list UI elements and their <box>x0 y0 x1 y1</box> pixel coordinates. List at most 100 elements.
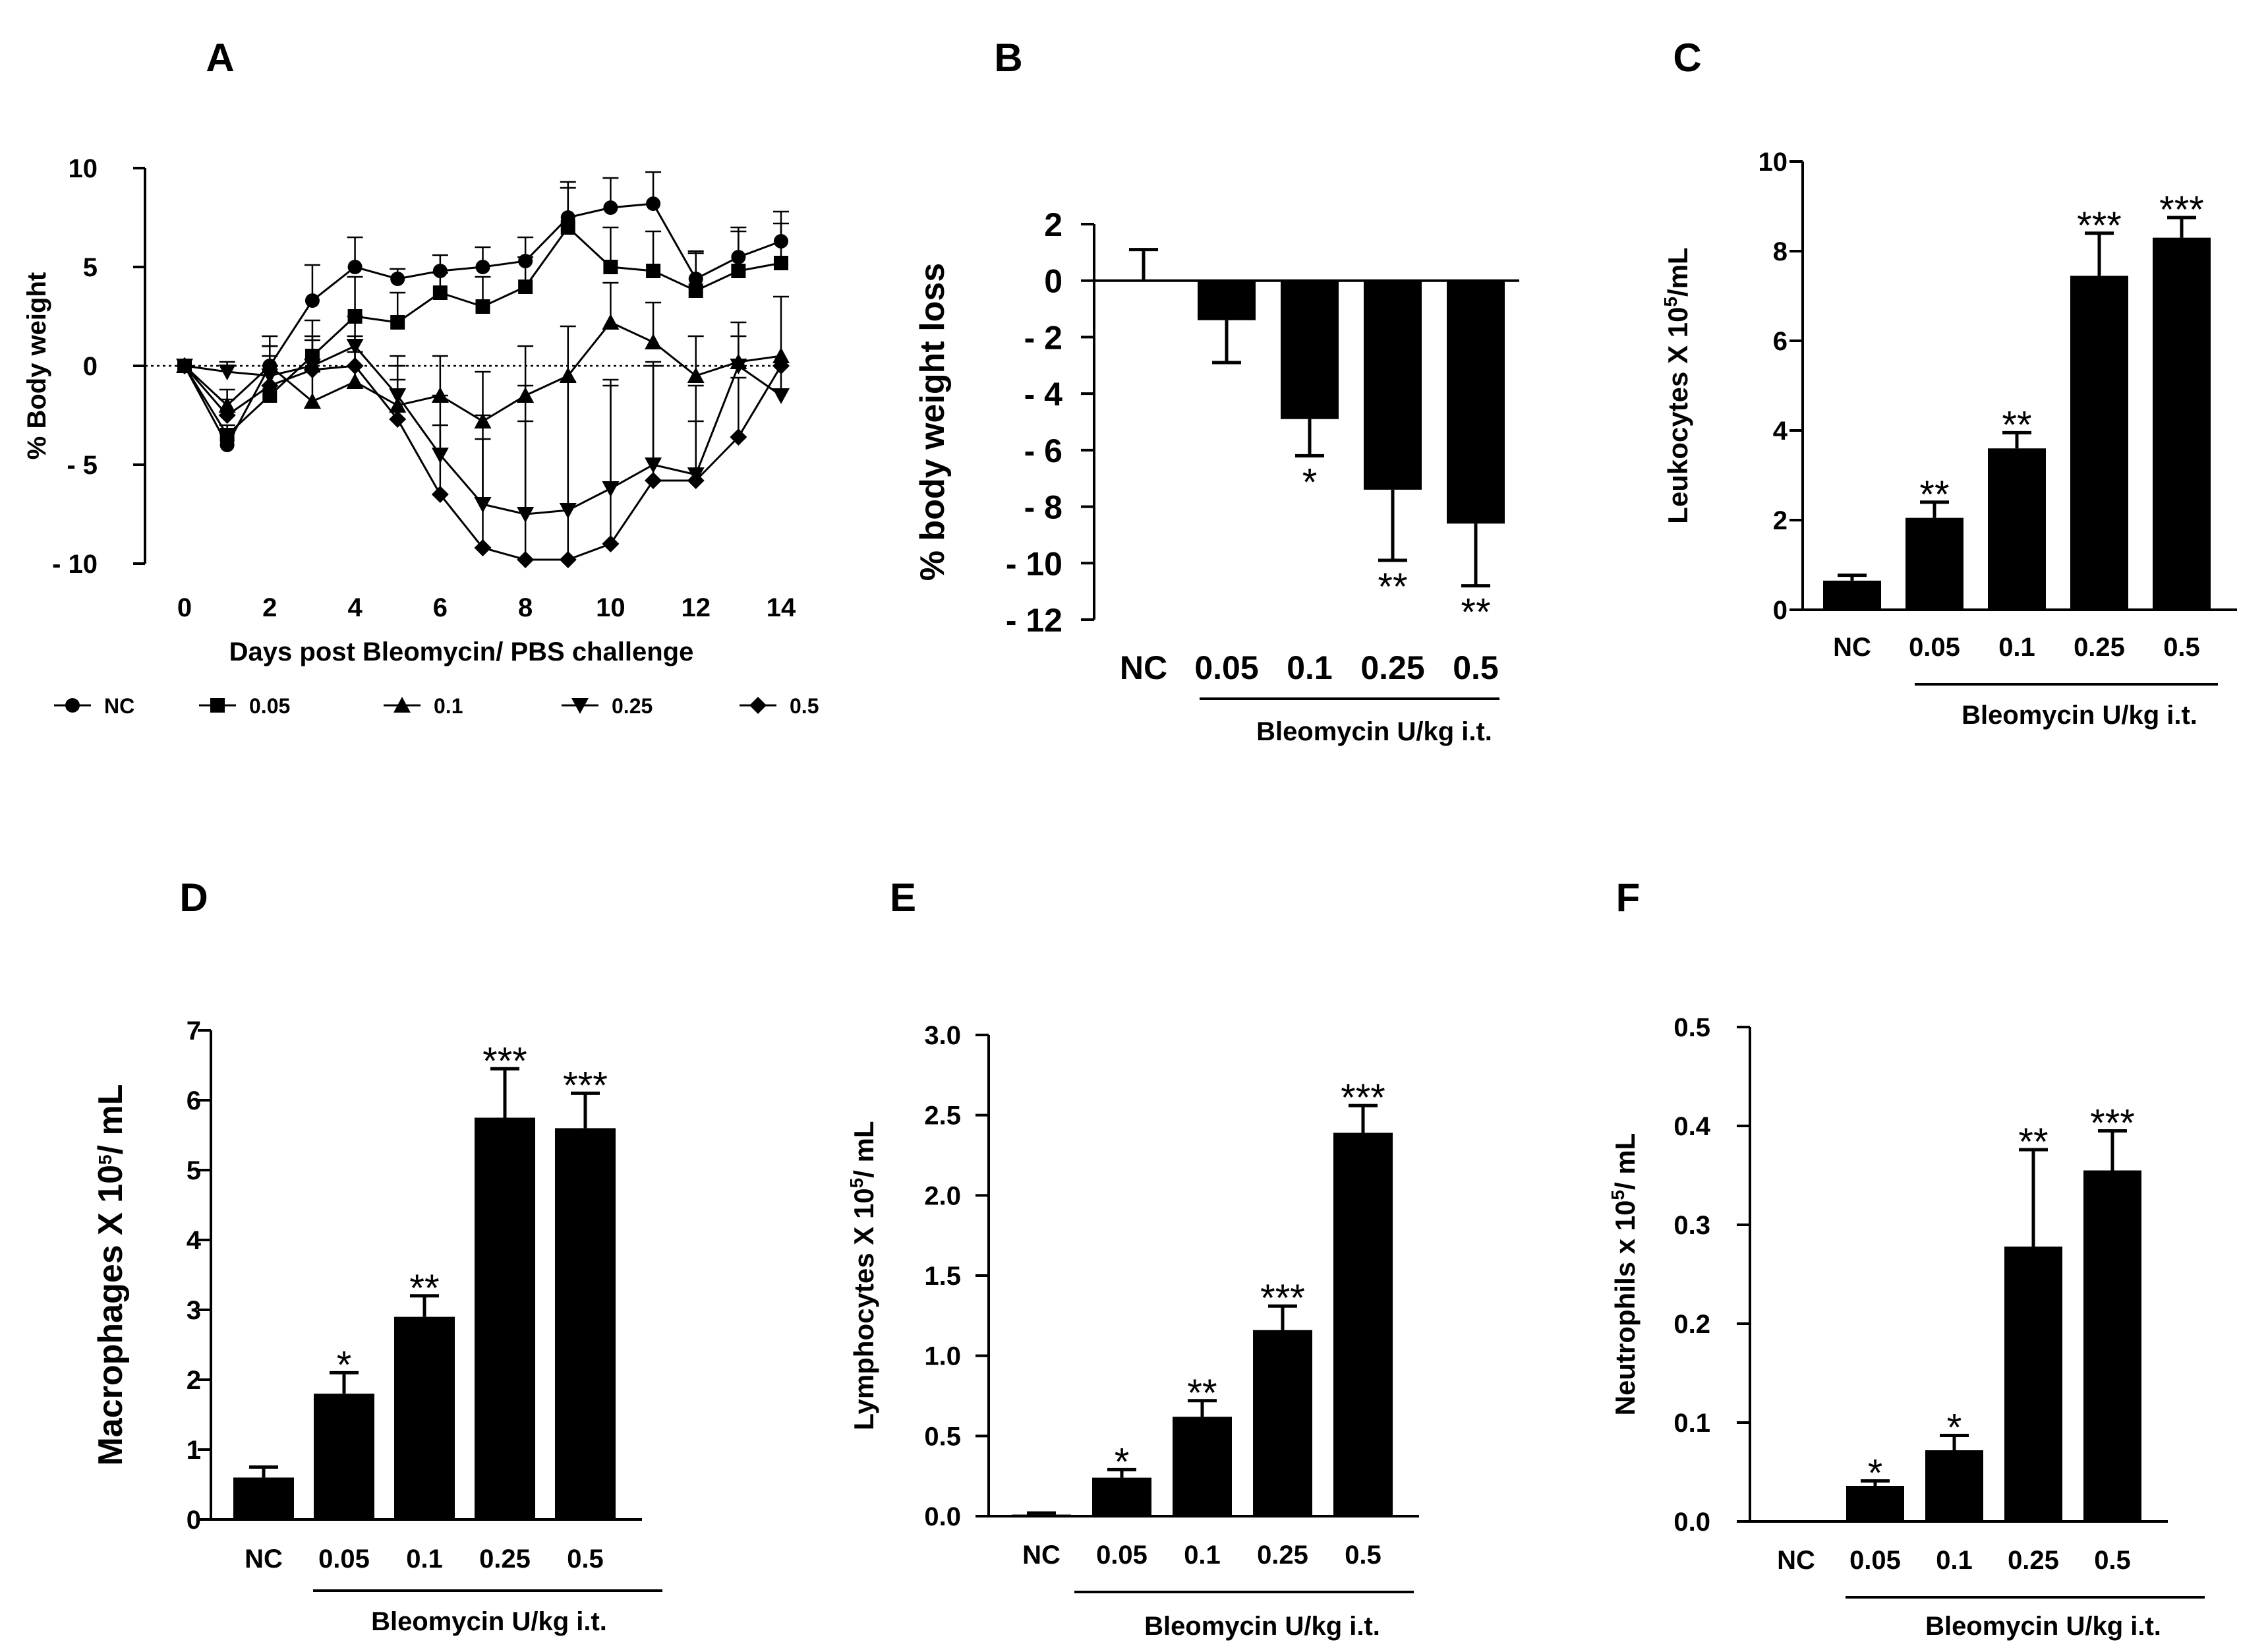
legend-marker <box>393 697 411 713</box>
group-label: Bleomycin U/kg i.t. <box>1256 717 1492 746</box>
legend-label: 0.25 <box>612 694 653 718</box>
data-point <box>431 486 449 503</box>
panel-label-f: F <box>1616 875 1641 920</box>
data-point <box>646 196 661 211</box>
significance-marker: * <box>1302 461 1318 504</box>
data-point <box>559 551 577 568</box>
y-tick-label: 2.5 <box>924 1102 961 1131</box>
data-point <box>645 472 662 489</box>
x-axis-label: Days post Bleomycin/ PBS challenge <box>229 637 694 666</box>
x-tick-label: 0.05 <box>1909 633 1960 662</box>
legend-item-0.25: 0.25 <box>562 694 653 718</box>
significance-marker: *** <box>482 1040 527 1082</box>
panel-label-e: E <box>890 875 916 920</box>
significance-marker: ** <box>1187 1372 1217 1415</box>
y-tick-label: 1.5 <box>924 1262 961 1291</box>
bar-0.5 <box>555 1128 616 1519</box>
bar-0.05 <box>1198 280 1256 320</box>
data-point <box>305 293 320 308</box>
x-tick-label: 0.25 <box>1360 649 1424 686</box>
data-point <box>645 334 662 349</box>
bar-0.1 <box>1925 1450 1983 1521</box>
y-tick-label: 0.0 <box>924 1502 961 1531</box>
y-tick-label: 0 <box>1773 596 1788 625</box>
data-point <box>218 365 236 380</box>
y-tick-label: 2 <box>1773 506 1788 535</box>
data-point <box>603 200 618 215</box>
y-tick-label: - 12 <box>1006 602 1062 639</box>
y-axis-label: % Body weight <box>22 272 51 459</box>
bar-0.1 <box>1281 280 1339 419</box>
y-axis-label-text: Lymphocytes X 10 <box>848 1188 879 1430</box>
panel-label-b: B <box>994 36 1022 80</box>
legend-marker <box>210 698 225 713</box>
x-tick-label: 0.1 <box>1998 633 2035 662</box>
data-point <box>774 256 788 270</box>
bar-0.05 <box>1846 1486 1904 1521</box>
x-tick-label: 10 <box>596 593 625 622</box>
x-tick-label: NC <box>245 1545 283 1574</box>
x-tick-label: 12 <box>681 593 711 622</box>
y-axis-label: Neutrophils x 105/ mL <box>1608 1133 1641 1416</box>
data-point <box>475 260 490 274</box>
significance-marker: *** <box>563 1064 608 1107</box>
y-tick-label: 0.3 <box>1673 1211 1710 1240</box>
legend-item-0.5: 0.5 <box>740 694 819 718</box>
y-tick-label: 0.1 <box>1673 1409 1710 1438</box>
y-axis-label-exponent: 5 <box>1608 1190 1628 1200</box>
y-tick-label: 5 <box>187 1156 201 1185</box>
x-tick-label: 0.25 <box>2074 633 2125 662</box>
data-point <box>731 264 746 278</box>
y-axis-label-unit: / mL <box>1610 1133 1641 1190</box>
y-tick-label: 0 <box>83 352 98 381</box>
y-axis-label-exponent: 5 <box>95 1154 115 1165</box>
y-tick-label: 8 <box>1773 237 1788 266</box>
y-axis-label-unit: / mL <box>92 1084 130 1154</box>
x-tick-label: 0.25 <box>2008 1546 2059 1575</box>
bar-0.1 <box>1988 448 2046 610</box>
y-tick-label: - 6 <box>1024 432 1062 469</box>
y-tick-label: 0.2 <box>1673 1310 1710 1339</box>
significance-marker: ** <box>1461 591 1490 634</box>
legend-label: 0.5 <box>790 694 819 718</box>
panel-b: B 2 0 - 2 - 4 - 6 - 8 - 10 - 12 % body weight los… <box>914 36 1519 746</box>
y-tick-label: 10 <box>1759 148 1788 177</box>
significance-marker: * <box>337 1343 352 1386</box>
x-tick-label: NC <box>1022 1541 1061 1570</box>
significance-marker: *** <box>2159 189 2204 231</box>
x-tick-label: 4 <box>347 593 363 622</box>
y-tick-label: 2.0 <box>924 1181 961 1210</box>
legend-marker <box>749 697 767 714</box>
bar-0.05 <box>1905 517 1963 610</box>
panel-a: A 10 5 0 - 5 - 10 0 2 4 6 8 10 12 14 Days post Bleomyc… <box>22 36 819 718</box>
group-label: Bleomycin U/kg i.t. <box>1144 1612 1380 1641</box>
y-tick-label: 0.5 <box>1673 1013 1710 1042</box>
series-0.5 <box>176 335 790 568</box>
panel-label-c: C <box>1673 36 1701 80</box>
data-point <box>772 357 790 374</box>
x-tick-label: 0.5 <box>1453 649 1499 686</box>
y-tick-label: 1.0 <box>924 1342 961 1371</box>
y-tick-label: 0.5 <box>924 1422 961 1451</box>
x-tick-label: 0.5 <box>1345 1541 1381 1570</box>
y-tick-label: 4 <box>187 1226 202 1255</box>
bar-0.25 <box>475 1117 535 1519</box>
bar-0.5 <box>2083 1170 2141 1521</box>
y-axis-label: % body weight loss <box>914 263 952 581</box>
data-point <box>560 220 575 235</box>
y-tick-label: 5 <box>83 253 98 282</box>
data-point <box>772 347 790 363</box>
bar-0.25 <box>2004 1247 2062 1521</box>
y-tick-label: 4 <box>1773 417 1788 446</box>
y-axis-label-unit: / mL <box>848 1121 879 1177</box>
x-tick-label: NC <box>1777 1546 1815 1575</box>
x-tick-label: 6 <box>433 593 448 622</box>
y-axis-label-text: % body weight loss <box>914 263 952 581</box>
data-point <box>646 264 661 278</box>
x-tick-label: 14 <box>767 593 796 622</box>
panel-label-d: D <box>179 875 208 920</box>
data-point <box>730 359 747 374</box>
x-tick-label: NC <box>1120 649 1167 686</box>
data-point <box>688 283 703 298</box>
